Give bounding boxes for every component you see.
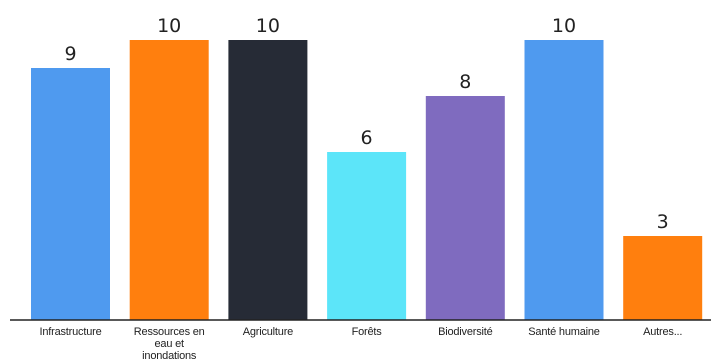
category-label-line: Ressources en [134,326,205,338]
bars-group [31,40,703,320]
value-label-6: 3 [657,211,669,233]
bar-3 [327,152,407,320]
bar-5 [524,40,604,320]
bar-1 [129,40,209,320]
category-label-2: Agriculture [243,326,293,338]
category-label-4: Biodiversité [438,326,493,338]
category-label-line: Santé humaine [528,326,599,338]
category-label-line: Forêts [352,326,383,338]
category-label-line: inondations [142,350,197,361]
category-label-1: Ressources en eau et inondations [134,326,205,361]
category-label-line: Autres... [643,326,682,338]
category-label-6: Autres... [643,326,682,338]
value-labels-group: 9 10 10 6 8 10 3 [64,15,668,233]
category-label-line: Agriculture [243,326,293,338]
value-label-2: 10 [256,15,280,37]
category-label-5: Santé humaine [528,326,599,338]
category-label-line: Biodiversité [438,326,493,338]
bar-2 [228,40,308,320]
value-label-0: 9 [64,43,76,65]
value-label-5: 10 [552,15,576,37]
bar-0 [31,68,110,320]
value-label-3: 6 [361,127,373,149]
category-labels-group: Infrastructure Ressources en eau et inondat… [39,326,682,361]
bar-4 [425,96,505,320]
category-label-line: eau et [155,338,185,350]
category-label-0: Infrastructure [39,326,101,338]
category-label-3: Forêts [352,326,383,338]
value-label-4: 8 [459,71,471,93]
bar-6 [623,236,703,320]
value-label-1: 10 [157,15,181,37]
category-label-line: Infrastructure [39,326,101,338]
